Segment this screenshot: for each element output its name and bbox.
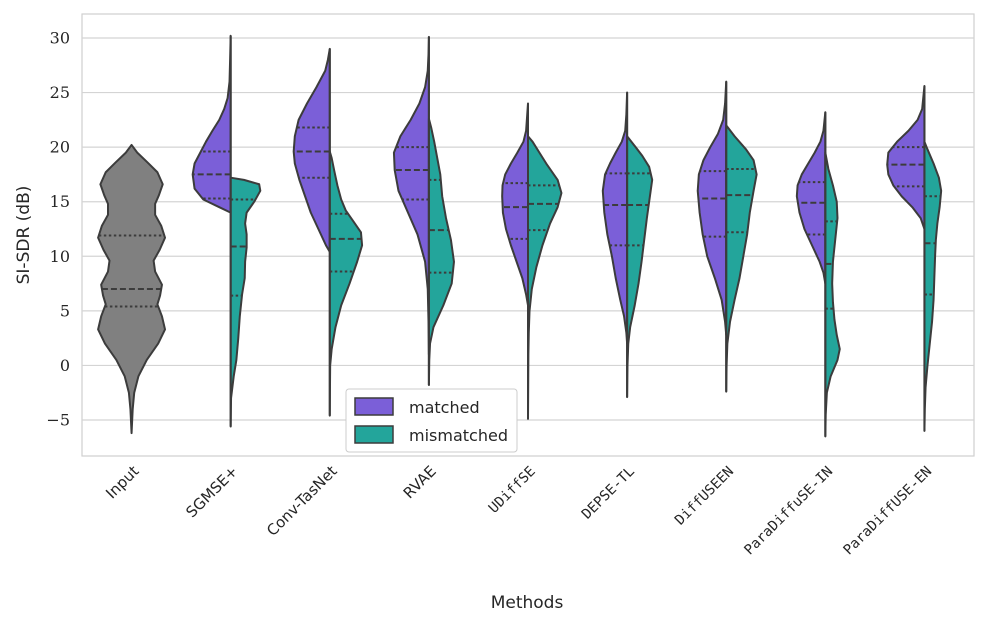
violin-input [97, 143, 166, 435]
violins [97, 34, 943, 438]
y-tick-label: 30 [50, 29, 70, 48]
violin-half-mismatched [626, 135, 654, 399]
violin-half-matched [292, 47, 331, 253]
x-tick-label: ParaDiffUSE-EN [840, 464, 935, 559]
x-tick-label: Conv-TasNet [263, 462, 341, 540]
violin-sgmse+ [191, 34, 262, 428]
violin-depse-tl [601, 91, 654, 399]
violin-conv-tasnet [292, 47, 364, 417]
legend: matched mismatched [345, 388, 518, 453]
y-axis-ticks: −5 0 5 10 15 20 25 30 [46, 29, 70, 430]
y-tick-label: 15 [50, 192, 70, 211]
violin-half-mismatched [229, 176, 262, 428]
x-tick-label: RVAE [400, 462, 440, 502]
violin-half-mismatched [923, 140, 943, 432]
y-tick-label: −5 [46, 410, 70, 429]
violin-half-mismatched [427, 117, 455, 387]
violin-paradiffuse-in [795, 111, 841, 438]
violin-udiffse [501, 102, 563, 420]
x-axis-label: Methods [491, 593, 564, 613]
x-tick-label: SGMSE+ [182, 462, 241, 521]
x-tick-label: UDiffSE [486, 464, 539, 517]
legend-swatch-matched [354, 397, 394, 416]
violin-paradiffuse-en [886, 85, 943, 432]
violin-diffuseen [696, 80, 758, 393]
x-tick-label: DiffUSEEN [672, 464, 737, 529]
y-tick-label: 0 [60, 356, 70, 375]
violin-half-mismatched [824, 151, 841, 438]
violin-half-matched [795, 111, 827, 285]
x-axis-ticks: Input SGMSE+ Conv-TasNet RVAE UDiffSE DEPSE-T… [102, 462, 935, 558]
legend-label-matched: matched [409, 398, 480, 417]
y-tick-label: 25 [50, 83, 70, 102]
x-tick-label: DEPSE-TL [579, 464, 638, 523]
y-axis-label: SI-SDR (dB) [14, 186, 34, 285]
y-tick-label: 10 [50, 247, 70, 266]
violin-half-mismatched [725, 124, 758, 393]
legend-swatch-mismatched [354, 425, 394, 444]
x-tick-label: ParaDiffuSE-IN [741, 464, 836, 559]
legend-label-mismatched: mismatched [409, 426, 508, 445]
y-tick-label: 20 [50, 138, 70, 157]
violin-rvae [392, 35, 455, 387]
violin-half-matched [886, 85, 926, 230]
y-tick-label: 5 [60, 301, 70, 320]
x-tick-label: Input [102, 462, 142, 502]
